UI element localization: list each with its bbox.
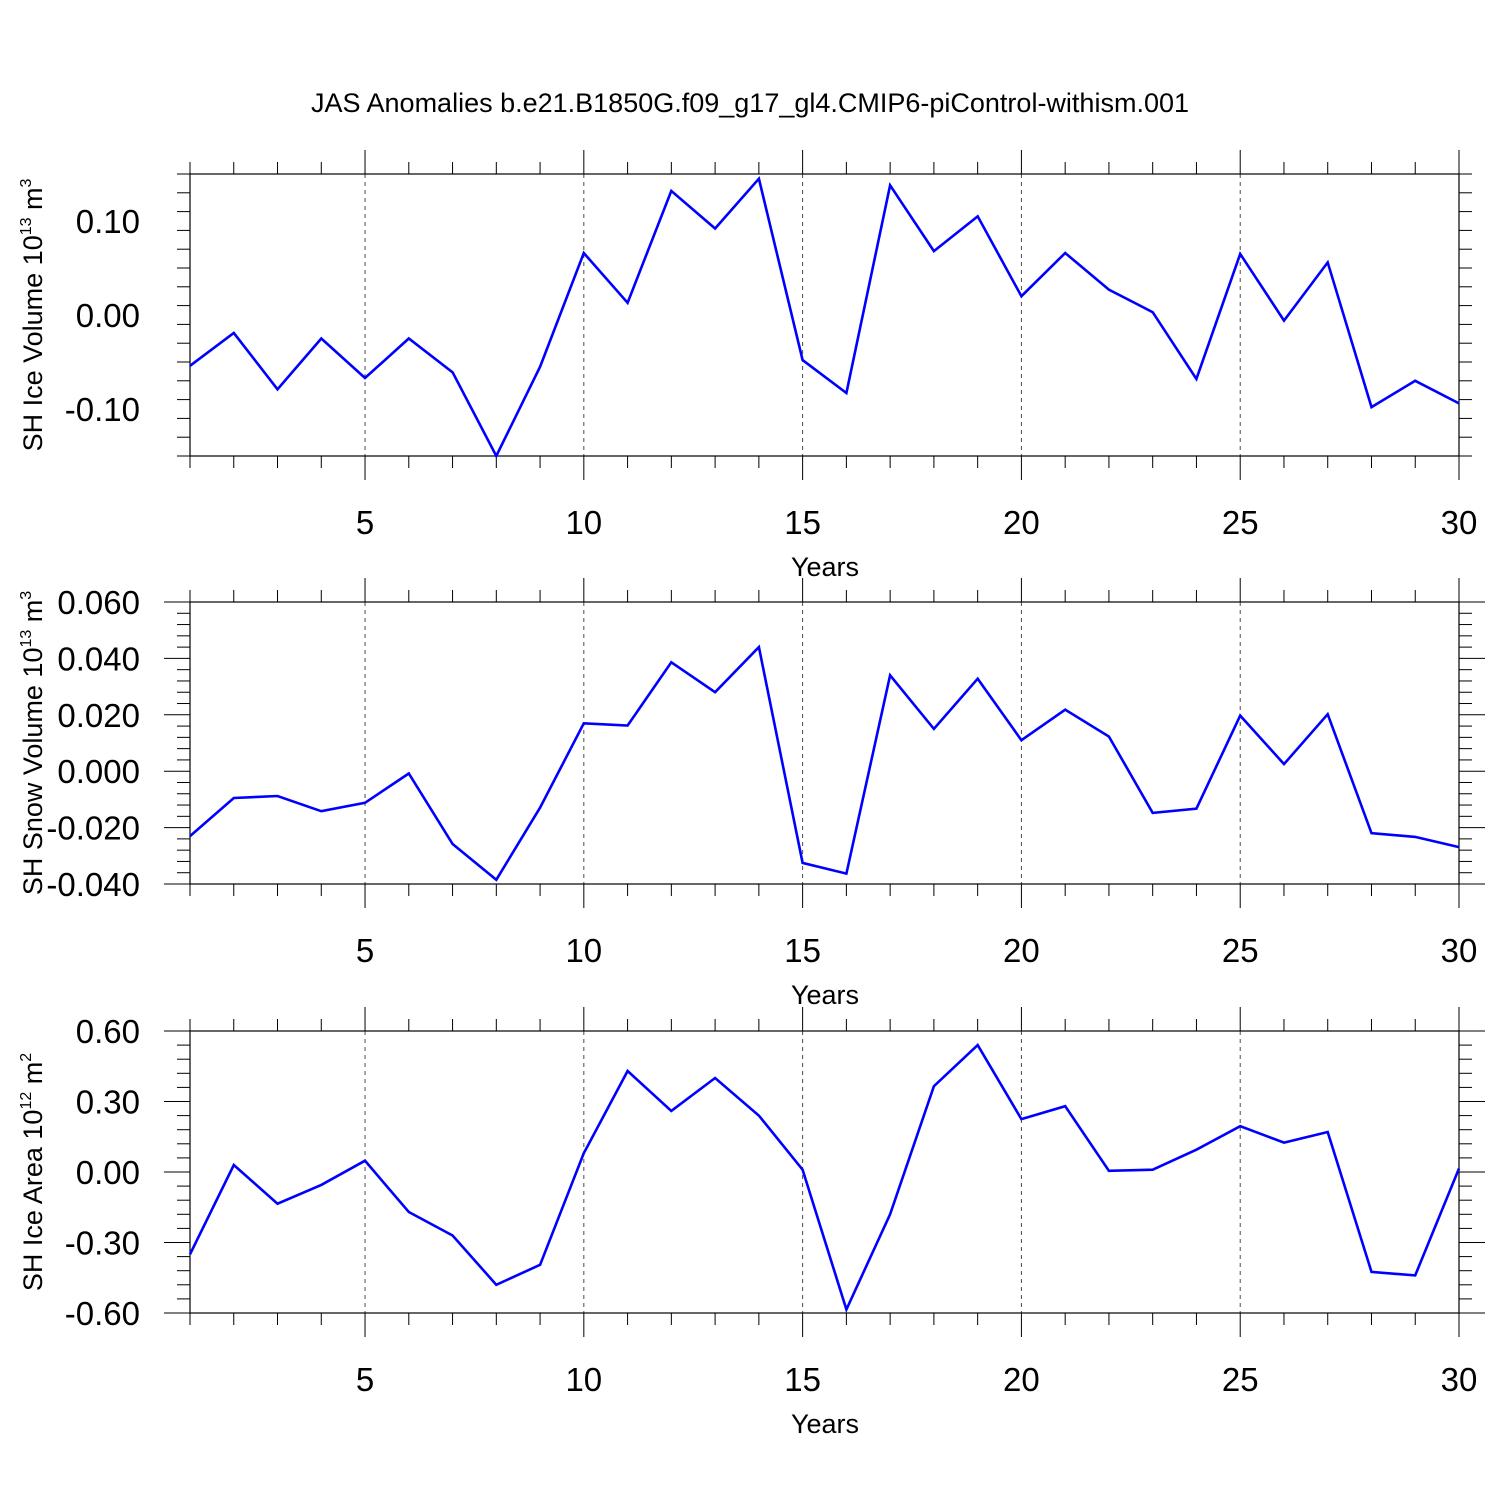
y-tick-label: 0.040 bbox=[57, 640, 140, 677]
x-tick-label: 15 bbox=[784, 1361, 821, 1398]
y-tick-label: -0.020 bbox=[46, 810, 140, 847]
x-axis-title: Years bbox=[791, 980, 859, 1010]
y-axis-title-unit: m bbox=[18, 187, 48, 217]
y-axis-title-main: SH Ice Area 10 bbox=[18, 1110, 48, 1292]
y-axis-title: SH Ice Volume 1013 m3 bbox=[18, 178, 48, 451]
y-tick-label: -0.040 bbox=[46, 866, 140, 903]
y-axis-title-exponent: 13 bbox=[18, 630, 35, 648]
x-tick-label: 15 bbox=[784, 932, 821, 969]
y-tick-label: 0.00 bbox=[76, 1154, 140, 1191]
x-tick-label: 25 bbox=[1222, 1361, 1259, 1398]
x-tick-label: 10 bbox=[565, 504, 602, 541]
plot-frame bbox=[189, 173, 1460, 457]
y-tick-label: 0.000 bbox=[57, 753, 140, 790]
y-axis-title-unit-exponent: 3 bbox=[18, 591, 35, 600]
y-axis-title-exponent: 12 bbox=[18, 1092, 35, 1110]
x-axis-title: Years bbox=[791, 552, 859, 582]
y-axis-title: SH Ice Area 1012 m2 bbox=[18, 1053, 48, 1291]
x-tick-label: 20 bbox=[1003, 932, 1040, 969]
plot-frame bbox=[189, 601, 1460, 885]
y-axis-title-exponent: 13 bbox=[18, 217, 35, 235]
y-axis-title-unit-exponent: 3 bbox=[18, 178, 35, 187]
x-tick-label: 20 bbox=[1003, 1361, 1040, 1398]
series-line bbox=[188, 1043, 1461, 1314]
y-axis-title-main: SH Snow Volume 10 bbox=[18, 648, 48, 896]
y-tick-label: -0.10 bbox=[65, 391, 140, 428]
y-tick-label: 0.10 bbox=[76, 203, 140, 240]
chart-title: JAS Anomalies b.e21.B1850G.f09_g17_gl4.C… bbox=[311, 88, 1189, 118]
x-tick-label: 25 bbox=[1222, 504, 1259, 541]
y-tick-label: 0.30 bbox=[76, 1084, 140, 1121]
series-line bbox=[189, 644, 1460, 882]
panel-ice-volume: 5 10 15 20 25 30 -0.10 0.00 0.10 Years SH Ice Volu… bbox=[18, 150, 1477, 582]
x-tick-label: 5 bbox=[356, 1361, 374, 1398]
x-tick-label: 20 bbox=[1003, 504, 1040, 541]
y-axis-title-unit-exponent: 2 bbox=[18, 1053, 35, 1062]
series-line bbox=[189, 175, 1460, 459]
y-tick-label: 0.060 bbox=[57, 584, 140, 621]
x-tick-label: 10 bbox=[565, 1361, 602, 1398]
x-tick-label: 10 bbox=[565, 932, 602, 969]
x-tick-label: 15 bbox=[784, 504, 821, 541]
x-tick-label: 5 bbox=[356, 932, 374, 969]
y-tick-label: -0.60 bbox=[65, 1295, 140, 1332]
y-tick-label: -0.30 bbox=[65, 1225, 140, 1262]
plot-frame bbox=[189, 1030, 1460, 1314]
x-tick-label: 30 bbox=[1441, 504, 1478, 541]
y-axis-title-main: SH Ice Volume 10 bbox=[18, 235, 48, 451]
y-axis-title: SH Snow Volume 1013 m3 bbox=[18, 591, 48, 895]
x-tick-label: 30 bbox=[1441, 932, 1478, 969]
x-tick-label: 5 bbox=[356, 504, 374, 541]
y-tick-label: 0.020 bbox=[57, 697, 140, 734]
panel-ice-area: 5 10 15 20 25 30 -0.60 -0.30 0.00 0.30 0.60 Years SH… bbox=[18, 1007, 1485, 1439]
y-tick-label: 0.60 bbox=[76, 1013, 140, 1050]
y-axis-title-unit: m bbox=[18, 1062, 48, 1092]
y-tick-label: 0.00 bbox=[76, 297, 140, 334]
panel-snow-volume: 5 10 15 20 25 30 -0.040 -0.020 0.000 0.020 0.040 0.… bbox=[18, 578, 1485, 1010]
x-axis-title: Years bbox=[791, 1409, 859, 1439]
x-tick-label: 25 bbox=[1222, 932, 1259, 969]
x-tick-label: 30 bbox=[1441, 1361, 1478, 1398]
y-axis-title-unit: m bbox=[18, 600, 48, 630]
